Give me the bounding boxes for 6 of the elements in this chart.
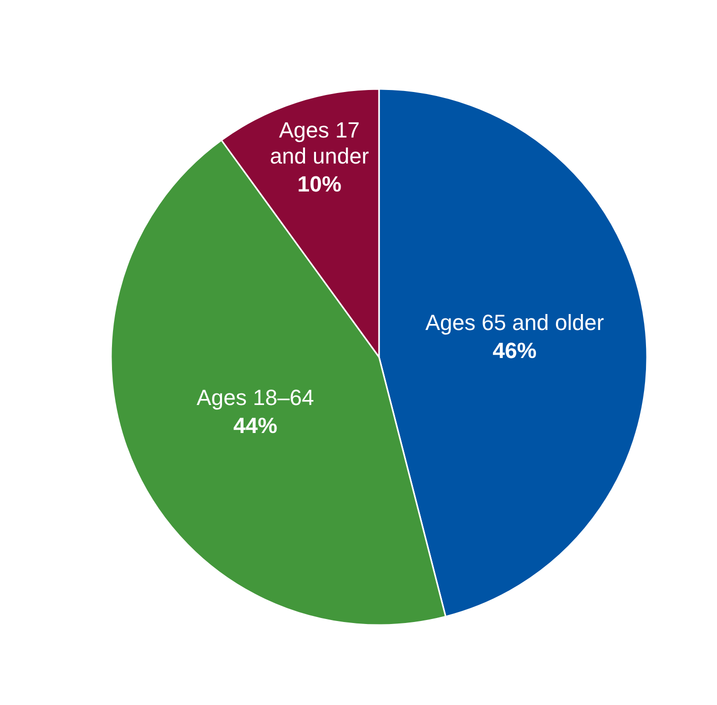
data-label: 44% — [233, 413, 278, 438]
slice-label: Ages 17 and under — [270, 117, 369, 168]
data-label: 10% — [297, 171, 342, 196]
slice-label: Ages 18–64 — [196, 385, 314, 410]
slice-label: Ages 65 and older — [425, 310, 604, 335]
data-label: 46% — [492, 338, 537, 363]
